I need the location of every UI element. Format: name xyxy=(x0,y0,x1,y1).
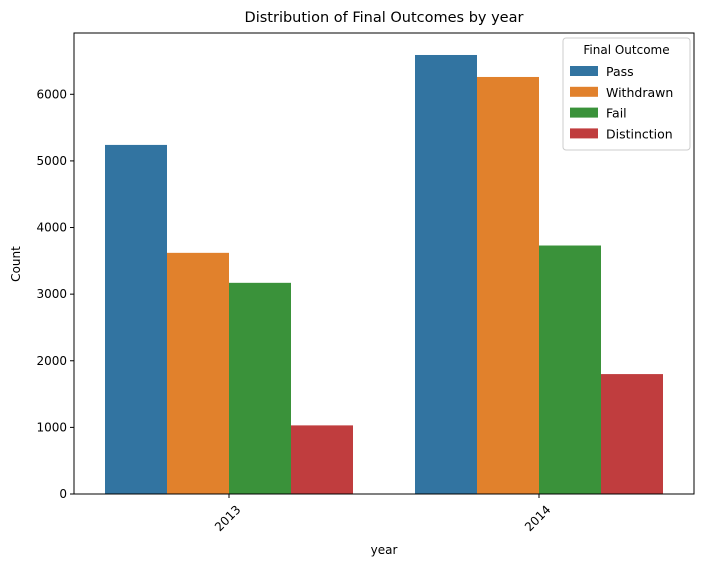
x-tick-label: 2013 xyxy=(212,503,243,534)
legend-label-distinction: Distinction xyxy=(606,126,673,141)
y-tick-label: 4000 xyxy=(36,221,67,235)
y-tick-label: 0 xyxy=(59,487,67,501)
legend-label-fail: Fail xyxy=(606,106,627,121)
bar-fail-2013 xyxy=(229,282,291,494)
x-axis-label: year xyxy=(371,543,398,557)
legend-label-pass: Pass xyxy=(606,64,634,79)
y-tick-label: 6000 xyxy=(36,87,67,101)
bar-withdrawn-2013 xyxy=(167,252,229,494)
bar-distinction-2013 xyxy=(291,425,353,494)
bar-withdrawn-2014 xyxy=(477,76,539,495)
legend: Final Outcome Pass Withdrawn Fail Distinctio… xyxy=(562,37,691,151)
legend-swatch-distinction xyxy=(570,128,598,139)
y-axis-label: Count xyxy=(9,246,23,282)
legend-title: Final Outcome xyxy=(583,43,669,57)
y-tick-label: 3000 xyxy=(36,287,67,301)
bars-group xyxy=(105,54,663,495)
bar-distinction-2014 xyxy=(601,374,663,494)
y-axis: 0 1000 2000 3000 4000 5000 6000 xyxy=(36,87,74,501)
x-axis: 2013 2014 xyxy=(212,494,553,534)
x-tick-label: 2014 xyxy=(522,503,553,534)
legend-swatch-fail xyxy=(570,107,598,118)
chart-title: Distribution of Final Outcomes by year xyxy=(245,10,524,26)
legend-swatch-pass xyxy=(570,66,598,76)
bar-pass-2014 xyxy=(415,54,477,495)
legend-swatch-withdrawn xyxy=(570,86,598,97)
y-tick-label: 1000 xyxy=(36,420,67,434)
plot-frame xyxy=(73,32,695,495)
bar-pass-2013 xyxy=(105,144,167,495)
legend-label-withdrawn: Withdrawn xyxy=(606,85,673,100)
y-tick-label: 5000 xyxy=(36,154,67,168)
bar-fail-2014 xyxy=(539,245,601,494)
y-tick-label: 2000 xyxy=(36,354,67,368)
